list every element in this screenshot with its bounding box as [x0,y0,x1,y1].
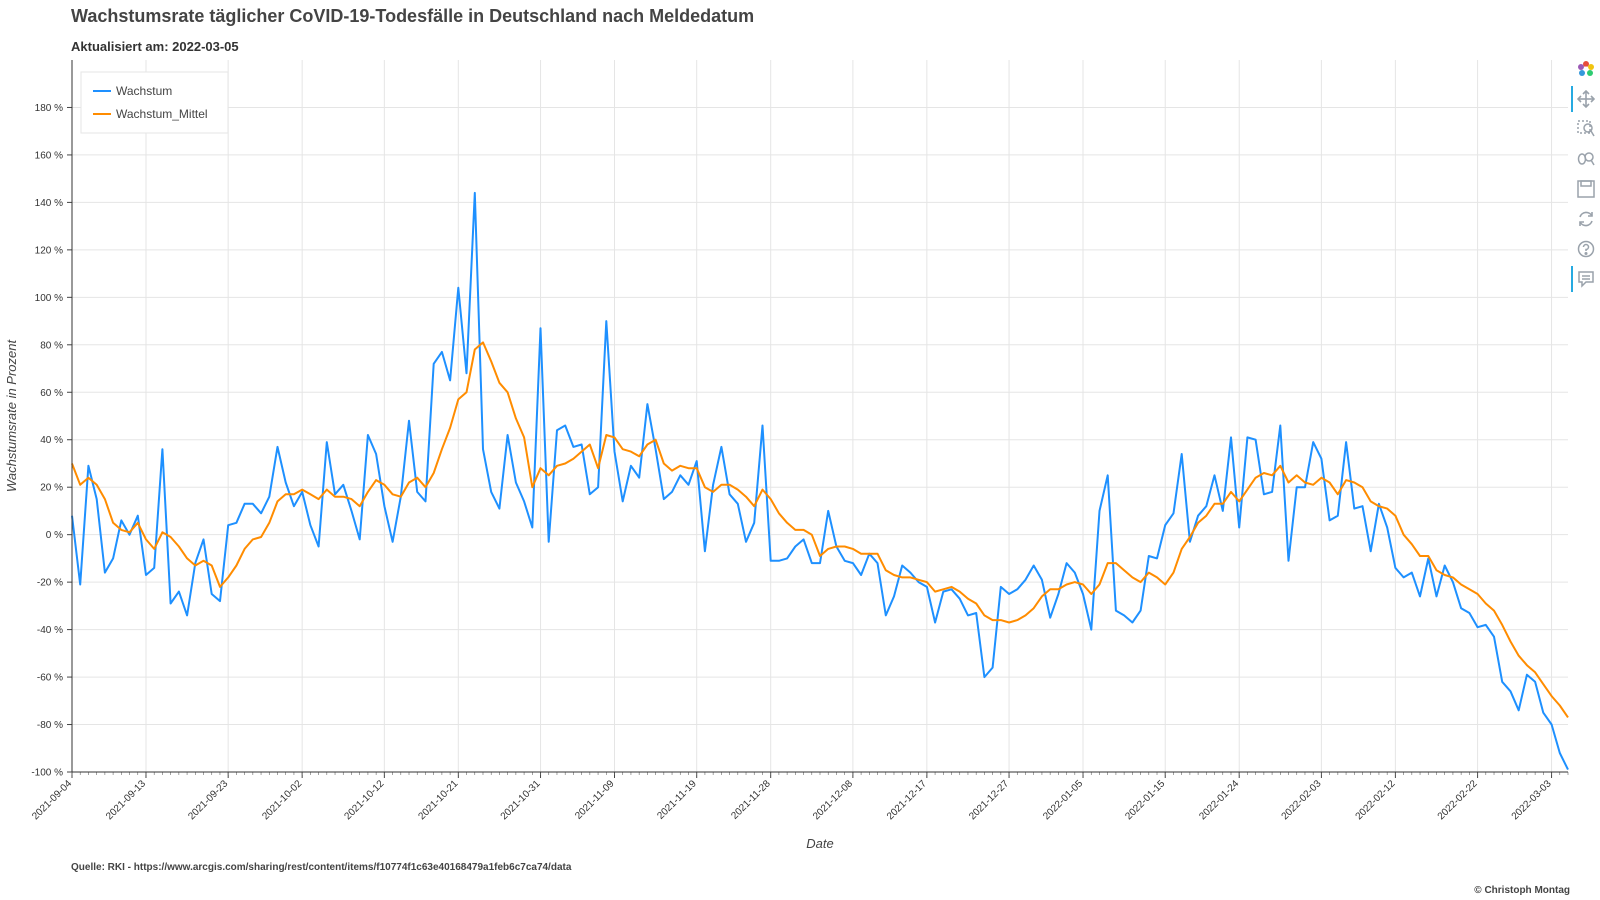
plot-area [72,60,1568,772]
chart-subtitle: Aktualisiert am: 2022-03-05 [71,39,239,54]
x-tick-label: 2021-10-12 [343,778,387,822]
bokeh-logo-icon[interactable] [1575,58,1597,80]
x-tick-label: 2021-09-13 [104,778,148,822]
series-line-wachstum [71,191,1569,771]
y-tick-label: 100 % [35,293,63,304]
series-layer [71,191,1569,771]
wheel-zoom-icon[interactable] [1575,148,1597,170]
y-tick-label: -60 % [37,673,63,684]
y-tick-label: 80 % [40,340,63,351]
x-tick-label: 2021-12-17 [885,778,929,822]
x-tick-label: 2021-09-04 [30,778,74,822]
y-tick-label: -100 % [31,768,63,779]
help-icon[interactable] [1575,238,1597,260]
y-tick-label: 40 % [40,435,63,446]
x-tick-label: 2021-10-21 [416,778,460,822]
save-icon[interactable] [1575,178,1597,200]
y-tick-label: 20 % [40,483,63,494]
x-tick-label: 2022-03-03 [1510,778,1554,822]
x-tick-label: 2021-11-28 [729,778,773,822]
line-chart[interactable]: -100 % -80 % -60 % -40 % -20 % 0 % 20 % 40 % 60 … [0,0,1570,860]
chart-title: Wachstumsrate täglicher CoVID-19-Todesfä… [71,6,755,26]
x-tick-label: 2021-11-19 [655,778,699,822]
y-axis-label: Wachstumsrate in Prozent [4,339,19,493]
y-tick-label: 180 % [35,103,63,114]
y-tick-label: 140 % [35,198,63,209]
y-tick-label: -20 % [37,578,63,589]
grid-lines [71,60,1568,773]
x-tick-label: 2022-02-12 [1354,778,1398,822]
legend[interactable]: Wachstum Wachstum_Mittel [80,71,229,134]
x-tick-label: 2021-10-02 [260,778,304,822]
y-tick-label: -40 % [37,625,63,636]
x-tick-label: 2022-01-15 [1123,778,1167,822]
x-tick-label: 2021-12-27 [967,778,1011,822]
x-tick-label: 2022-02-03 [1280,778,1324,822]
series-line-wachstum-mittel [71,341,1569,718]
x-tick-label: 2021-09-23 [186,778,230,822]
hover-icon[interactable] [1571,266,1597,292]
legend-label-wachstum-mittel: Wachstum_Mittel [116,107,208,121]
x-tick-label: 2022-01-24 [1197,778,1241,822]
x-tick-label: 2022-01-05 [1041,778,1085,822]
y-tick-label: -80 % [37,720,63,731]
x-tick-label: 2021-11-09 [573,778,617,822]
box-zoom-icon[interactable] [1575,118,1597,140]
y-tick-label: 120 % [35,245,63,256]
pan-icon[interactable] [1571,86,1597,112]
chart-toolbar [1571,58,1599,298]
source-note: Quelle: RKI - https://www.arcgis.com/sha… [71,862,572,873]
legend-label-wachstum: Wachstum [116,84,172,98]
x-tick-label: 2021-12-08 [811,778,855,822]
x-tick-label: 2022-02-22 [1436,778,1480,822]
y-tick-label: 0 % [46,530,63,541]
y-tick-label: 160 % [35,150,63,161]
y-tick-label: 60 % [40,388,63,399]
reset-icon[interactable] [1575,208,1597,230]
copyright-note: © Christoph Montag [1474,885,1570,896]
legend-box [80,71,229,134]
x-axis-label: Date [806,836,833,851]
x-tick-label: 2021-10-31 [499,778,543,822]
